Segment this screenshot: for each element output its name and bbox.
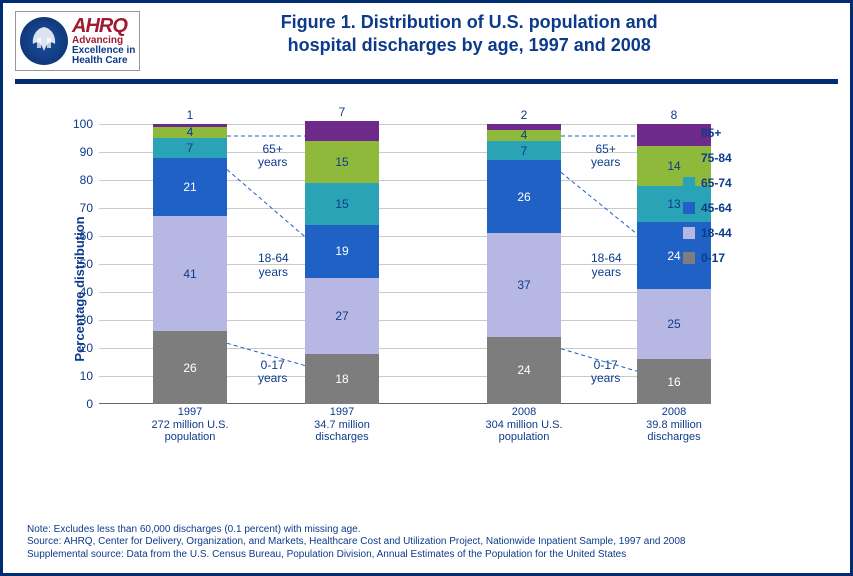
segment-s4564: 26 [487, 160, 561, 233]
footnote-line: Note: Excludes less than 60,000 discharg… [27, 524, 826, 537]
title-line-2: hospital discharges by age, 1997 and 200… [288, 35, 651, 55]
x-tick-label: 199734.7 milliondischarges [282, 406, 402, 444]
y-tick-label: 10 [63, 369, 93, 383]
segment-s85: 1 [153, 124, 227, 127]
segment-s017: 16 [637, 359, 711, 404]
y-tick-label: 0 [63, 397, 93, 411]
legend-swatch [683, 252, 695, 264]
age-group-annotation: 0-17years [258, 359, 287, 385]
legend-label: 75-84 [701, 151, 732, 165]
tagline-3: Health Care [72, 56, 135, 66]
legend-label: 85+ [701, 126, 721, 140]
header: AHRQ Advancing Excellence in Health Care… [3, 3, 850, 71]
hhs-seal-icon [20, 17, 68, 65]
segment-value-label: 2 [487, 108, 561, 122]
connector-line [99, 124, 100, 142]
segment-value-label: 8 [637, 108, 711, 122]
age-group-annotation: 18-64years [591, 252, 622, 278]
legend-item: 85+ [683, 126, 732, 140]
segment-s1844: 41 [153, 216, 227, 331]
segment-value-label: 7 [305, 105, 379, 119]
footnote-line: Supplemental source: Data from the U.S. … [27, 549, 826, 562]
age-group-annotation: 18-64years [258, 252, 289, 278]
legend: 85+ 75-84 65-74 45-64 18-44 0-17 [683, 126, 732, 276]
x-tick-label: 2008304 million U.S.population [464, 406, 584, 444]
legend-item: 18-44 [683, 226, 732, 240]
x-tick-label: 200839.8 milliondischarges [614, 406, 734, 444]
segment-s7584: 15 [305, 141, 379, 183]
footnotes: Note: Excludes less than 60,000 discharg… [27, 524, 826, 562]
segment-s4564: 19 [305, 225, 379, 278]
legend-swatch [683, 202, 695, 214]
legend-swatch [683, 177, 695, 189]
chart: Percentage distribution 0102030405060708… [63, 114, 820, 464]
legend-item: 45-64 [683, 201, 732, 215]
segment-s1844: 37 [487, 233, 561, 337]
brand-text: AHRQ [72, 16, 135, 36]
legend-label: 18-44 [701, 226, 732, 240]
segment-s4564: 21 [153, 158, 227, 217]
segment-s7584: 4 [153, 127, 227, 138]
age-group-annotation: 65+years [258, 143, 287, 169]
legend-label: 65-74 [701, 176, 732, 190]
y-tick-label: 80 [63, 173, 93, 187]
ahrq-logo: AHRQ Advancing Excellence in Health Care [72, 16, 135, 66]
y-tick-label: 30 [63, 313, 93, 327]
segment-s017: 18 [305, 354, 379, 404]
segment-value-label: 1 [153, 108, 227, 122]
segment-s85: 7 [305, 121, 379, 141]
legend-swatch [683, 127, 695, 139]
bar-0: 264121741 [153, 124, 227, 404]
legend-item: 0-17 [683, 251, 732, 265]
title-wrap: Figure 1. Distribution of U.S. populatio… [140, 11, 838, 56]
y-tick-label: 40 [63, 285, 93, 299]
legend-swatch [683, 227, 695, 239]
segment-s1844: 27 [305, 278, 379, 354]
segment-s6574: 15 [305, 183, 379, 225]
segment-s85: 2 [487, 124, 561, 130]
segment-s1844: 25 [637, 289, 711, 359]
legend-label: 0-17 [701, 251, 725, 265]
y-tick-label: 50 [63, 257, 93, 271]
y-tick-label: 20 [63, 341, 93, 355]
bar-1: 18271915157 [305, 124, 379, 404]
segment-s017: 26 [153, 331, 227, 404]
y-tick-label: 90 [63, 145, 93, 159]
y-tick-label: 60 [63, 229, 93, 243]
slide-frame: AHRQ Advancing Excellence in Health Care… [0, 0, 853, 576]
legend-item: 75-84 [683, 151, 732, 165]
plot-area: 0102030405060708090100264121741182719151… [99, 124, 659, 404]
y-tick-label: 100 [63, 117, 93, 131]
segment-s7584: 4 [487, 130, 561, 141]
segment-s6574: 7 [153, 138, 227, 158]
age-group-annotation: 65+years [591, 143, 620, 169]
legend-label: 45-64 [701, 201, 732, 215]
y-tick-label: 70 [63, 201, 93, 215]
footnote-line: Source: AHRQ, Center for Delivery, Organ… [27, 536, 826, 549]
legend-swatch [683, 152, 695, 164]
bar-2: 243726742 [487, 124, 561, 404]
legend-item: 65-74 [683, 176, 732, 190]
segment-s6574: 7 [487, 141, 561, 161]
title-line-1: Figure 1. Distribution of U.S. populatio… [281, 12, 658, 32]
segment-s017: 24 [487, 337, 561, 404]
figure-title: Figure 1. Distribution of U.S. populatio… [140, 11, 798, 56]
logo-block: AHRQ Advancing Excellence in Health Care [15, 11, 140, 71]
header-rule [15, 79, 838, 84]
x-tick-label: 1997272 million U.S.population [130, 406, 250, 444]
age-group-annotation: 0-17years [591, 359, 620, 385]
